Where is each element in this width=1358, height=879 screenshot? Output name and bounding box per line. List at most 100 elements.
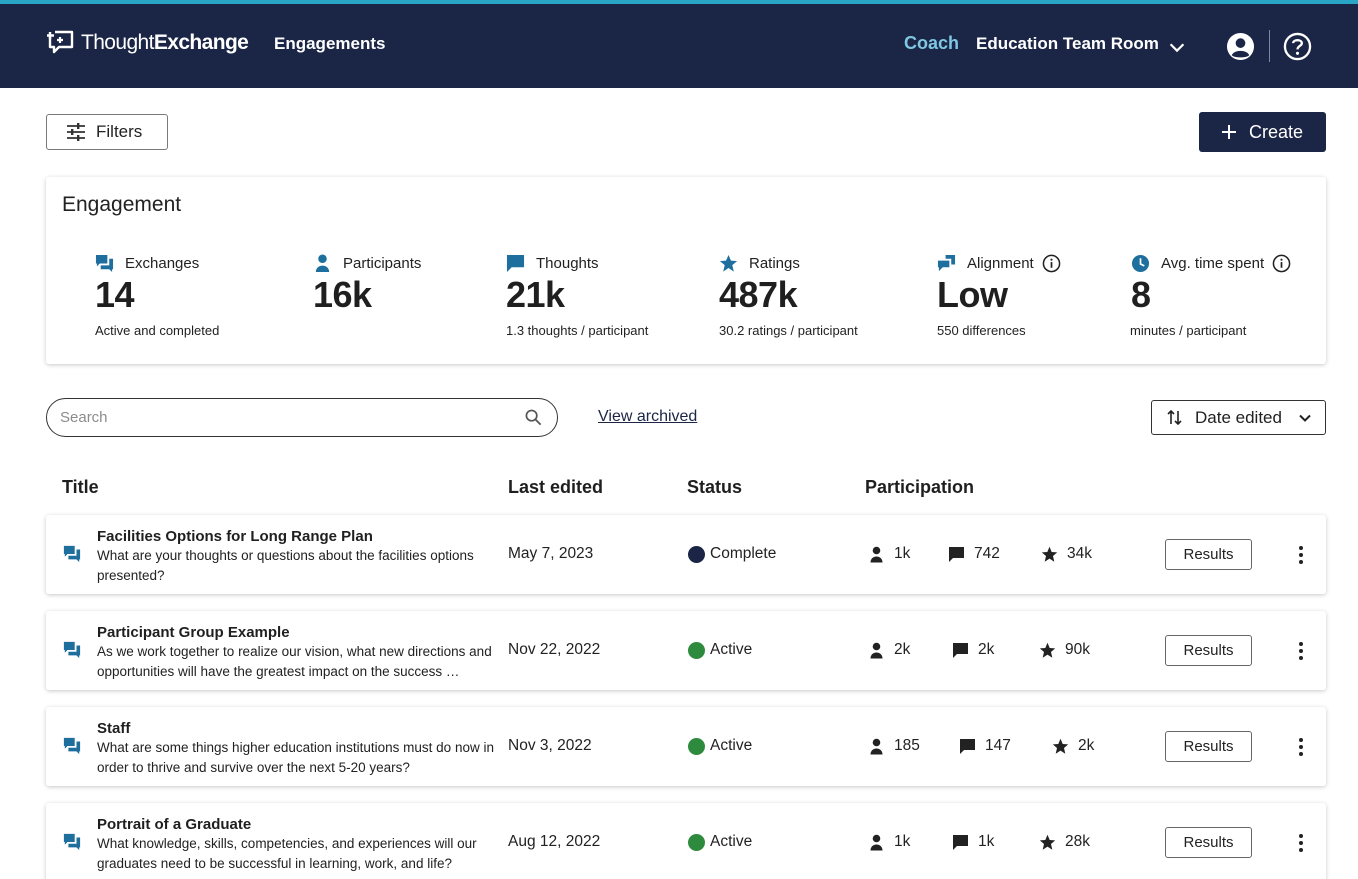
thoughtexchange-logo[interactable]: ThoughtExchange: [47, 29, 249, 57]
results-button[interactable]: Results: [1165, 635, 1252, 666]
metric-subtext: Active and completed: [95, 323, 220, 338]
chat-bubbles-icon: [63, 545, 81, 563]
thoughts-count: 147: [959, 737, 1011, 755]
clock-icon: [1131, 254, 1150, 272]
thoughts-count: 2k: [952, 641, 994, 659]
table-row[interactable]: Portrait of a Graduate What knowledge, s…: [46, 803, 1326, 879]
metric-alignment: Alignment Low: [937, 253, 1061, 315]
view-archived-link[interactable]: View archived: [598, 408, 698, 425]
table-row[interactable]: Facilities Options for Long Range Plan W…: [46, 515, 1326, 594]
nav-coach-link[interactable]: Coach: [904, 33, 960, 53]
row-last-edited: May 7, 2023: [508, 545, 594, 562]
ratings-count: 28k: [1039, 833, 1090, 851]
participants-value: 185: [894, 737, 920, 754]
participants-value: 2k: [894, 641, 911, 658]
help-icon[interactable]: [1283, 32, 1312, 61]
status-active-dot: [688, 641, 705, 659]
row-description: As we work together to realize our visio…: [97, 644, 492, 679]
participants-count: 1k: [868, 833, 910, 851]
search-field[interactable]: [46, 398, 558, 437]
chevron-down-icon[interactable]: [1166, 36, 1188, 58]
results-button[interactable]: Results: [1165, 827, 1252, 858]
results-button[interactable]: Results: [1165, 539, 1252, 570]
metric-subtext: 1.3 thoughts / participant: [506, 323, 649, 338]
create-button[interactable]: Create: [1199, 112, 1326, 152]
column-header-participation[interactable]: Participation: [865, 477, 975, 497]
row-title[interactable]: Facilities Options for Long Range Plan: [97, 528, 373, 545]
speech-bubble-icon: [953, 834, 968, 850]
metric-value: 16k: [313, 274, 372, 315]
table-row[interactable]: Participant Group Example As we work tog…: [46, 611, 1326, 690]
nav-divider: [1269, 30, 1270, 62]
status-badge: Active: [688, 833, 752, 851]
metric-exchanges: Exchanges 14: [95, 253, 199, 315]
status-complete-dot: [688, 545, 705, 563]
row-last-edited: Aug 12, 2022: [508, 833, 601, 850]
column-header-status[interactable]: Status: [687, 477, 743, 497]
create-label: Create: [1249, 121, 1304, 142]
status-label: Active: [710, 737, 753, 754]
row-description: What knowledge, skills, competencies, an…: [97, 836, 477, 871]
chat-bubbles-icon: [63, 641, 81, 659]
kebab-menu-icon[interactable]: [1289, 832, 1313, 854]
row-title[interactable]: Participant Group Example: [97, 624, 290, 641]
participants-value: 1k: [894, 833, 911, 850]
logo-text: ThoughtExchange: [81, 31, 249, 54]
thoughts-value: 2k: [978, 641, 995, 658]
metric-avg-time: Avg. time spent 8: [1131, 253, 1291, 315]
row-last-edited: Nov 3, 2022: [508, 737, 592, 754]
nav-engagements-link[interactable]: Engagements: [274, 34, 386, 53]
person-icon: [315, 253, 330, 272]
thoughts-value: 147: [985, 737, 1011, 754]
participants-count: 2k: [868, 641, 910, 659]
star-icon: [1039, 642, 1056, 658]
ratings-value: 2k: [1078, 737, 1095, 754]
chat-bubbles-icon: [63, 833, 81, 851]
row-last-edited: Nov 22, 2022: [508, 641, 601, 658]
metric-label: Avg. time spent: [1161, 254, 1265, 272]
participants-count: 185: [868, 737, 920, 755]
speech-bubble-icon: [506, 254, 525, 272]
info-icon[interactable]: [1042, 254, 1061, 273]
status-active-dot: [688, 833, 705, 851]
person-icon: [870, 546, 883, 562]
sort-label: Date edited: [1195, 407, 1282, 427]
info-icon[interactable]: [1272, 254, 1291, 273]
metric-subtext: 30.2 ratings / participant: [719, 323, 858, 338]
metric-value: 487k: [719, 274, 798, 315]
participants-count: 1k: [868, 545, 910, 563]
metric-value: Low: [937, 274, 1008, 315]
results-button[interactable]: Results: [1165, 731, 1252, 762]
status-label: Active: [710, 641, 753, 658]
ratings-value: 34k: [1067, 545, 1092, 562]
star-icon: [1052, 738, 1069, 754]
sliders-icon: [67, 123, 85, 141]
column-header-title[interactable]: Title: [62, 477, 99, 497]
search-icon[interactable]: [525, 409, 542, 426]
thoughts-count: 1k: [952, 833, 994, 851]
status-badge: Complete: [688, 545, 776, 563]
metric-label: Exchanges: [125, 254, 200, 272]
sort-dropdown[interactable]: Date edited: [1151, 400, 1326, 435]
kebab-menu-icon[interactable]: [1289, 544, 1313, 566]
swap-vertical-icon: [1167, 409, 1182, 426]
kebab-menu-icon[interactable]: [1289, 736, 1313, 758]
metric-thoughts: Thoughts 21k: [506, 253, 599, 315]
table-row[interactable]: Staff What are some things higher educat…: [46, 707, 1326, 786]
chevron-down-icon: [1299, 414, 1311, 422]
user-account-icon[interactable]: [1226, 32, 1255, 61]
status-badge: Active: [688, 737, 752, 755]
star-icon: [1041, 546, 1058, 562]
room-selector-label[interactable]: Education Team Room: [976, 34, 1159, 53]
top-navigation-bar: ThoughtExchange Engagements Coach Educat…: [0, 0, 1358, 88]
search-input[interactable]: [60, 409, 500, 426]
row-title[interactable]: Portrait of a Graduate: [97, 816, 252, 833]
kebab-menu-icon[interactable]: [1289, 640, 1313, 662]
status-active-dot: [688, 737, 705, 755]
row-title[interactable]: Staff: [97, 720, 131, 737]
filters-button[interactable]: Filters: [46, 114, 168, 150]
column-header-last-edited[interactable]: Last edited: [508, 477, 604, 497]
row-description: What are some things higher education in…: [97, 740, 494, 775]
speech-bubble-icon: [953, 642, 968, 658]
status-label: Active: [710, 833, 753, 850]
